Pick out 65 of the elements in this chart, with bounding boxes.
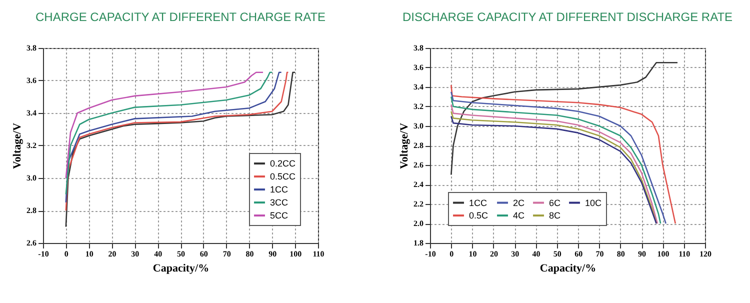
x-tick-label: 10 [85, 250, 94, 258]
y-tick-label: 3.2 [26, 141, 36, 150]
y-tick-label: 3.4 [414, 82, 424, 92]
x-tick-label: 40 [154, 250, 162, 258]
x-tick-label: 70 [596, 250, 604, 258]
x-tick-label: 110 [312, 250, 324, 258]
x-tick-label: 90 [268, 250, 277, 258]
legend-label: 5CC [270, 210, 289, 220]
y-axis-title: Voltage/V [398, 122, 410, 170]
y-tick-label: 3.0 [26, 174, 36, 182]
x-axis-title: Capacity/% [152, 262, 210, 274]
chart-title: CHARGE CAPACITY AT DIFFERENT CHARGE RATE [35, 10, 326, 24]
x-tick-label: 40 [532, 250, 540, 258]
y-tick-label: 3.6 [26, 76, 36, 85]
y-tick-label: 3.0 [414, 122, 424, 130]
x-tick-label: 20 [490, 250, 498, 258]
y-tick-label: 3.6 [414, 63, 424, 72]
legend-label: 0.5CC [270, 172, 296, 182]
y-tick-label: 2.4 [414, 180, 424, 189]
x-tick-label: 110 [678, 250, 690, 258]
x-tick-label: 80 [246, 250, 254, 258]
x-tick-label: 80 [616, 250, 625, 258]
x-tick-label: 100 [657, 250, 670, 258]
y-tick-label: 2.2 [414, 200, 424, 208]
y-tick-label: 2.6 [26, 238, 36, 248]
legend-label: 1CC [270, 184, 289, 194]
x-tick-label: 20 [108, 250, 116, 258]
x-tick-label: 0 [450, 250, 454, 258]
line-series [65, 72, 264, 179]
legend-label: 6C [549, 198, 562, 208]
y-tick-label: 3.8 [26, 44, 36, 52]
x-tick-label: 50 [553, 250, 562, 258]
y-axis-title: Voltage/V [12, 122, 24, 170]
x-tick-label: -10 [425, 250, 436, 258]
legend-label: 3CC [270, 198, 289, 208]
y-tick-label: 2.0 [414, 219, 424, 228]
legend-label: 0.5C [469, 210, 489, 220]
legend-label: 2C [513, 198, 526, 208]
legend-label: 1CC [469, 198, 488, 208]
x-tick-label: 50 [177, 250, 185, 258]
x-tick-label: 90 [638, 250, 646, 258]
chart-title: DISCHARGE CAPACITY AT DIFFERENT DISCHARGE RATE [402, 10, 733, 24]
x-tick-label: 70 [222, 250, 231, 258]
x-tick-label: 100 [290, 250, 302, 258]
legend-label: 10C [585, 198, 602, 208]
y-tick-label: 2.8 [414, 141, 424, 150]
y-tick-label: 3.2 [414, 102, 424, 111]
y-tick-label: 1.8 [414, 238, 424, 248]
x-tick-label: 60 [574, 250, 583, 258]
legend-label: 8C [549, 210, 562, 220]
line-series [450, 62, 678, 176]
legend-label: 4C [513, 210, 526, 220]
x-tick-label: -10 [38, 250, 49, 258]
x-tick-label: 30 [511, 250, 520, 258]
x-tick-label: 30 [131, 250, 140, 258]
x-tick-label: 10 [468, 250, 477, 258]
x-tick-label: 0 [64, 250, 68, 258]
y-tick-label: 2.8 [26, 206, 36, 215]
y-tick-label: 3.4 [26, 108, 36, 118]
y-tick-label: 2.6 [414, 160, 424, 170]
x-tick-label: 120 [700, 250, 712, 258]
legend-label: 0.2CC [270, 158, 296, 168]
x-axis-title: Capacity/% [540, 262, 596, 274]
y-tick-label: 3.8 [414, 44, 424, 52]
x-tick-label: 60 [200, 250, 208, 258]
